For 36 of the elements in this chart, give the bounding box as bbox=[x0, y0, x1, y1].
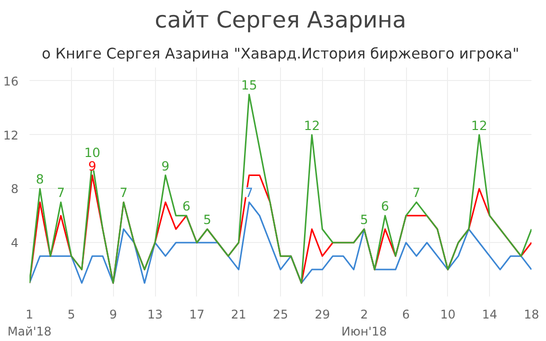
data-label: 7 bbox=[120, 185, 128, 200]
data-label: 7 bbox=[56, 185, 65, 200]
x-tick-label: 14 bbox=[482, 308, 498, 322]
chart-title: сайт Сергея Азарина bbox=[154, 8, 406, 34]
data-label: 7 bbox=[412, 185, 420, 200]
x-tick-label: 6 bbox=[402, 308, 410, 322]
y-tick-label: 4 bbox=[10, 236, 19, 250]
x-tick-label: 13 bbox=[147, 308, 163, 322]
data-label: 9 bbox=[88, 158, 96, 174]
data-label: 5 bbox=[360, 212, 368, 228]
data-label: 8 bbox=[36, 172, 44, 187]
x-tick-label: 29 bbox=[314, 308, 330, 322]
x-tick-label: 18 bbox=[524, 308, 540, 322]
y-tick-label: 12 bbox=[3, 128, 19, 142]
x-tick-label: 10 bbox=[440, 308, 456, 322]
data-label: 7 bbox=[245, 185, 254, 200]
x-tick-label: 2 Июн'18 bbox=[341, 308, 387, 338]
data-label: 6 bbox=[381, 198, 390, 214]
data-label: 9 bbox=[161, 158, 170, 174]
x-tick-label: 9 bbox=[109, 308, 117, 322]
line-series bbox=[30, 201, 532, 284]
x-tick-label: 5 bbox=[68, 308, 76, 322]
chart-subtitle: о Книге Сергея Азарина "Хавард.История биржевого игрока" bbox=[42, 46, 520, 62]
data-label: 10 bbox=[84, 144, 100, 160]
x-tick-label: 1 Май'18 bbox=[7, 308, 52, 338]
data-label: 6 bbox=[182, 198, 190, 214]
data-label: 12 bbox=[304, 118, 320, 133]
x-tick-label: 25 bbox=[272, 308, 288, 322]
x-tick-label: 21 bbox=[231, 308, 246, 322]
line-series bbox=[30, 94, 532, 284]
data-label: 5 bbox=[203, 212, 212, 228]
y-tick-label: 16 bbox=[3, 74, 19, 88]
y-tick-label: 8 bbox=[10, 182, 19, 196]
x-tick-label: 17 bbox=[189, 308, 204, 322]
data-label: 12 bbox=[471, 118, 488, 133]
data-label: 15 bbox=[241, 77, 258, 92]
